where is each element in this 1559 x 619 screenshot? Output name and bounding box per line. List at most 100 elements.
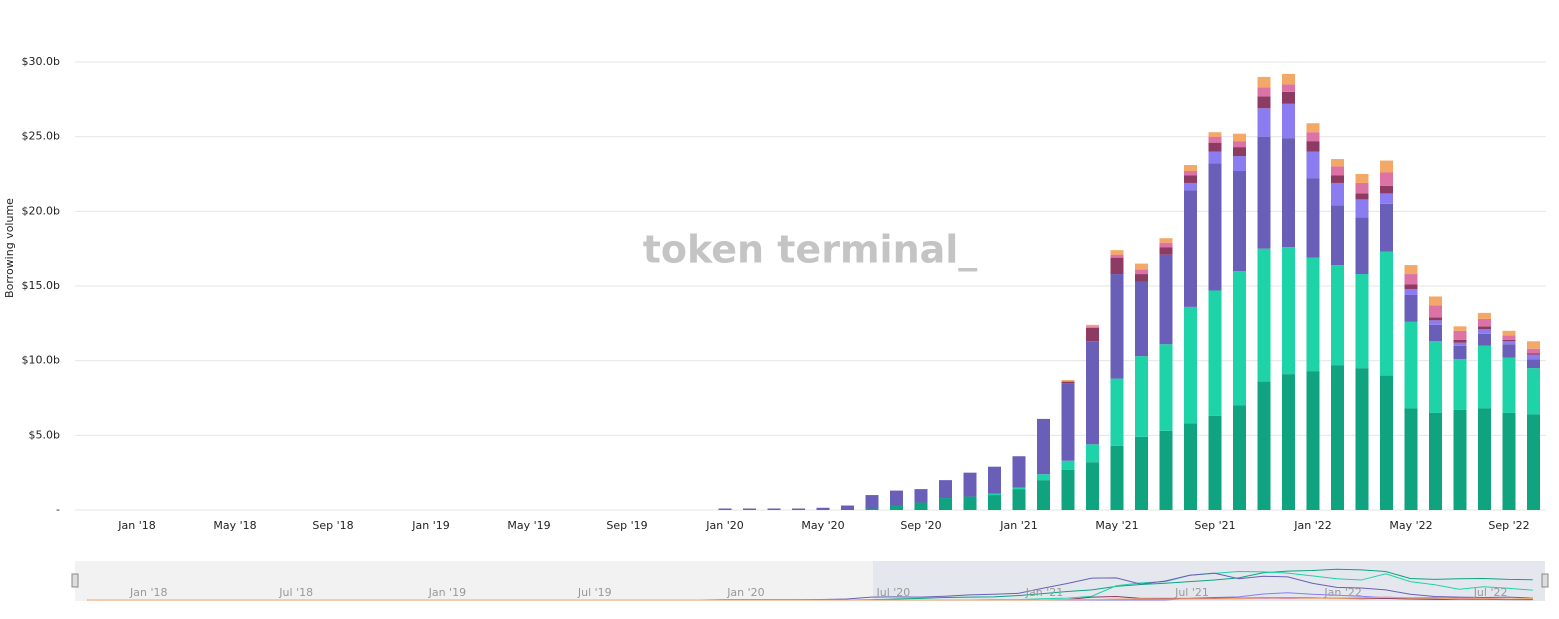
bar-segment (767, 508, 781, 510)
bar-segment (1502, 357, 1516, 413)
bar-segment (1061, 469, 1075, 510)
bar-segment (1282, 374, 1295, 510)
bar-segment (1478, 329, 1491, 334)
bar-segment (1478, 318, 1491, 327)
bar-segment (1233, 156, 1246, 172)
navigator-label: Jan '20 (726, 586, 764, 599)
y-tick-label: $10.0b (22, 354, 60, 367)
bar-segment (1306, 132, 1320, 142)
bar-segment (1257, 76, 1271, 88)
bar-segment (1135, 274, 1148, 282)
bar-segment (890, 490, 903, 506)
bar-segment (1086, 326, 1099, 328)
bar-segment (1380, 160, 1393, 173)
bar-segment (1429, 412, 1442, 510)
x-tick-label: May '20 (801, 519, 844, 532)
navigator-label: Jan '18 (129, 586, 167, 599)
bar-segment (939, 498, 952, 510)
bar-segment (1478, 326, 1491, 330)
bar-segment (1233, 405, 1246, 510)
bar-segment (1331, 182, 1344, 206)
bar-segment (1306, 257, 1320, 372)
bar-segment (1257, 108, 1271, 137)
bar-segment (1282, 247, 1295, 375)
bar-segment (1208, 290, 1222, 416)
bar-segment (1527, 414, 1540, 510)
bar-segment (1355, 274, 1369, 369)
bar-segment (1404, 265, 1418, 275)
bar-segment (1380, 375, 1393, 510)
bar-segment (1331, 175, 1344, 183)
navigator-handle[interactable] (71, 573, 79, 588)
bar-segment (1233, 141, 1246, 148)
bar-segment (988, 495, 1001, 510)
bar-segment (1159, 344, 1173, 431)
x-tick-label: May '21 (1095, 519, 1138, 532)
bar-segment (1380, 185, 1393, 194)
bar-segment (1404, 288, 1418, 295)
bar-segment (1380, 172, 1393, 186)
bar-segment (841, 505, 854, 510)
navigator-lines: Jan '18 Jul '18 Jan '19 Jul '19 Jan '20 Jul '… (87, 568, 1533, 601)
bar-segment (1527, 341, 1540, 349)
bar-segment (1184, 165, 1197, 172)
x-tick-label: Jan '20 (705, 519, 743, 532)
x-tick-label: May '18 (213, 519, 256, 532)
y-tick-label: $30.0b (22, 55, 60, 68)
bar-segment (1453, 330, 1467, 340)
navigator-handle[interactable] (1541, 573, 1549, 588)
x-tick-label: Jan '21 (999, 519, 1037, 532)
bar-segment (1282, 91, 1295, 104)
x-tick-label: May '19 (507, 519, 550, 532)
bar-segment (1037, 418, 1050, 475)
bar-segment (865, 508, 879, 510)
navigator-label: Jan '21 (1025, 586, 1063, 599)
bar-segment (1208, 136, 1222, 143)
bar-segment (1086, 327, 1099, 342)
navigator-line (87, 596, 1533, 601)
bar-segment (1429, 324, 1442, 342)
bar-segment (1355, 199, 1369, 218)
bar-segment (816, 507, 830, 510)
bar-segment (1453, 339, 1467, 343)
bar-segment (1184, 190, 1197, 307)
y-tick-label: $15.0b (22, 279, 60, 292)
bar-segment (1159, 247, 1173, 255)
navigator-label: Jan '19 (428, 586, 466, 599)
bar-segment (1159, 238, 1173, 243)
bar-segment (1380, 251, 1393, 376)
bar-segment (1429, 296, 1442, 306)
bar-segment (1233, 133, 1246, 142)
x-tick-label: Sep '21 (1194, 519, 1235, 532)
bar-segment (1159, 242, 1173, 248)
bar-segment (1233, 271, 1246, 406)
bar-segment (1331, 166, 1344, 176)
bar-segment (1478, 333, 1491, 346)
y-tick-label: $5.0b (29, 428, 60, 441)
bar-segment (1012, 489, 1026, 510)
y-axis-label: Borrowing volume (3, 198, 16, 298)
bar-segment (1233, 171, 1246, 272)
bar-segment (1453, 326, 1467, 331)
bar-segment (1453, 342, 1467, 346)
x-tick-label: Sep '20 (900, 519, 941, 532)
bar-segment (1159, 254, 1173, 345)
bar-segment (1037, 480, 1050, 510)
bar-segment (1306, 141, 1320, 152)
bar-segment (1453, 409, 1467, 510)
bar-segment (1208, 142, 1222, 152)
bar-segment (1282, 138, 1295, 248)
bar-segment (1110, 250, 1124, 255)
bar-segment (1306, 151, 1320, 179)
bar-segment (1478, 408, 1491, 510)
bar-segment (963, 472, 977, 497)
bar-segment (1404, 294, 1418, 322)
bar-segment (914, 489, 928, 503)
bar-segment (1061, 380, 1075, 382)
bar-segment (1331, 159, 1344, 167)
bar-segment (1184, 423, 1197, 510)
bar-segment (1086, 324, 1099, 327)
bar-segment (1257, 248, 1271, 382)
bar-segment (1257, 381, 1271, 510)
